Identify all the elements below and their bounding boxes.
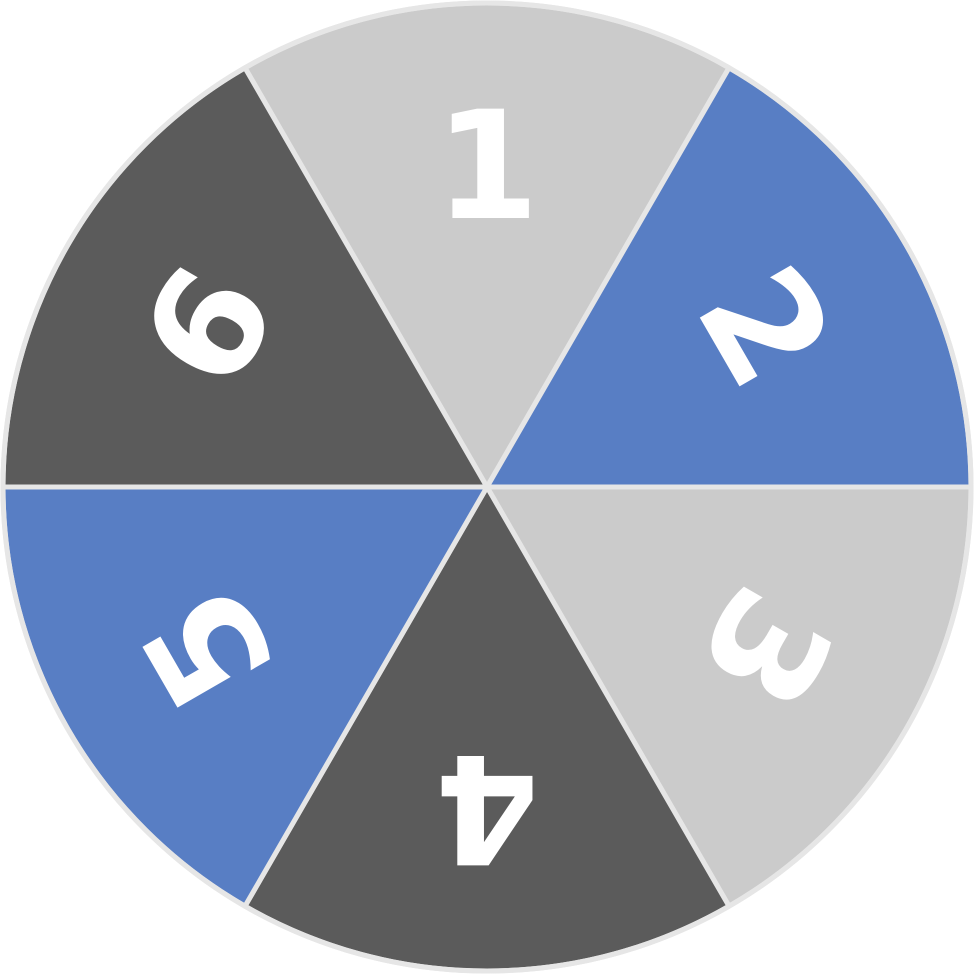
- wheel-segment-label-1: 1: [435, 80, 539, 254]
- wheel-segment-label-4: 4: [435, 720, 539, 894]
